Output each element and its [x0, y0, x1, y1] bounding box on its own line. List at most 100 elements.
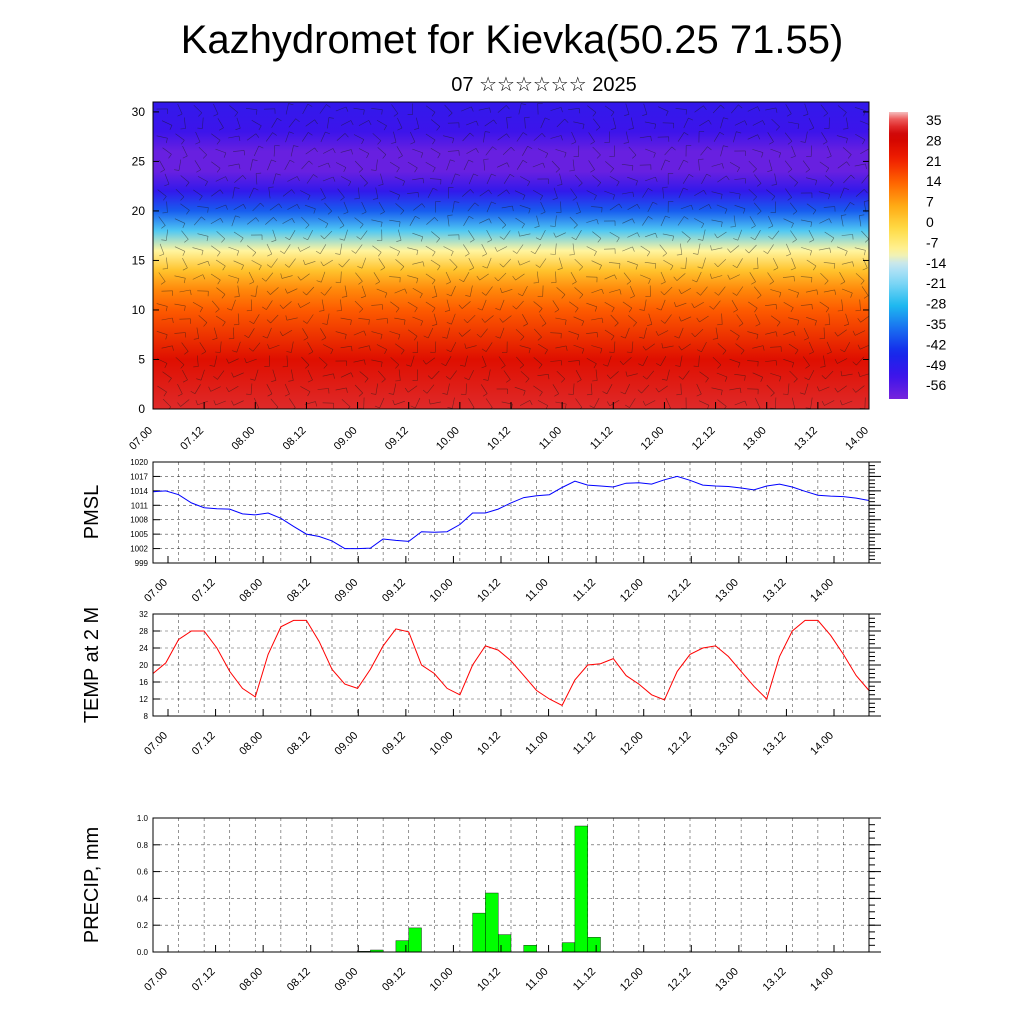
wind-barb [320, 244, 327, 254]
wind-barb-flag [420, 152, 424, 158]
wind-barb-flag [397, 195, 401, 200]
wind-barb [174, 332, 186, 334]
wind-barb-flag [564, 152, 567, 158]
wind-barb [587, 105, 597, 113]
wind-barb-flag [739, 193, 741, 199]
wind-barb-flag [569, 254, 575, 256]
wind-barb [407, 385, 418, 393]
wind-barb-flag [226, 358, 229, 364]
wind-barb [497, 189, 507, 197]
wind-barb-flag [351, 149, 353, 155]
wind-barb [789, 370, 798, 380]
wind-barb-flag [863, 189, 868, 194]
panel3-x-tick-label: 13.12 [761, 966, 789, 994]
wind-barb [197, 355, 199, 367]
panel2-x-tick-label: 11.12 [571, 730, 598, 757]
wind-barb-flag [686, 238, 691, 243]
wind-barb [555, 149, 567, 153]
wind-barb-flag [378, 184, 384, 186]
wind-barb-flag [850, 202, 855, 206]
wind-barb [236, 117, 241, 129]
wind-barb-flag [492, 146, 497, 151]
wind-barb [269, 344, 280, 350]
wind-barb-flag [754, 307, 758, 313]
wind-barb [539, 258, 547, 268]
wind-barb [340, 299, 342, 311]
wind-barb [570, 272, 577, 282]
wind-barb-flag [660, 291, 665, 296]
wind-barb [789, 202, 798, 212]
wind-barb [828, 313, 831, 325]
wind-barb-flag [590, 169, 595, 173]
wind-barb [806, 317, 817, 321]
wind-barb-flag [560, 107, 563, 113]
wind-barb [301, 160, 310, 170]
wind-barb-flag [212, 338, 218, 340]
wind-barb-flag [196, 169, 201, 173]
wind-barb-flag [816, 289, 819, 295]
wind-barb [398, 229, 402, 241]
wind-barb [429, 178, 442, 180]
wind-barb-flag [672, 236, 674, 242]
panel2-x-tick-label: 08.12 [285, 730, 313, 758]
wind-barb-flag [771, 196, 776, 201]
wind-barb [613, 341, 616, 353]
wind-barb [612, 117, 617, 129]
wind-barb-flag [463, 319, 468, 324]
wind-barb-flag [825, 307, 830, 313]
wind-barb-flag [775, 304, 777, 310]
wind-barb [425, 273, 436, 281]
wind-barb [161, 120, 173, 126]
wind-barb-flag [688, 117, 694, 121]
wind-barb [157, 189, 167, 197]
wind-barb-flag [307, 391, 311, 397]
wind-barb [307, 369, 313, 381]
wind-barb [711, 219, 723, 223]
wind-barb [184, 117, 186, 129]
wind-barb-flag [446, 322, 452, 325]
wind-barb [519, 345, 531, 349]
wind-barb [700, 146, 708, 156]
wind-barb [318, 357, 328, 365]
y-tick-label: 32 [139, 610, 148, 619]
y-axis-label: PMSL [81, 485, 103, 539]
wind-barb-flag [267, 253, 272, 257]
wind-barb-flag [545, 153, 549, 159]
wind-barb-flag [190, 390, 196, 394]
wind-barb-flag [523, 390, 526, 396]
wind-barb-flag [840, 349, 845, 353]
wind-barb [735, 343, 745, 351]
wind-barb-flag [368, 120, 372, 126]
wind-barb-flag [471, 106, 474, 112]
wind-barb [556, 287, 566, 295]
wind-barb-flag [573, 224, 578, 229]
wind-barb [339, 243, 343, 255]
wind-barb-flag [757, 106, 761, 112]
wind-barb-flag [529, 400, 533, 405]
wind-barb [711, 191, 723, 195]
wind-barb-flag [291, 218, 295, 223]
wind-barb-flag [575, 308, 579, 313]
wind-barb-flag [578, 360, 580, 366]
y-tick-label: 1005 [130, 530, 148, 539]
wind-barb-flag [616, 181, 620, 187]
wind-barb-flag [808, 351, 814, 355]
wind-barb [861, 286, 869, 296]
wind-barb [783, 218, 794, 224]
wind-barb-flag [375, 281, 380, 285]
wind-barb-flag [792, 239, 797, 243]
wind-barb [823, 206, 835, 208]
wind-barb-flag [489, 107, 491, 113]
panel3-x-tick-label: 10.00 [428, 966, 456, 994]
cross-x-tick-label: 09.00 [332, 425, 360, 453]
wind-barb-flag [701, 223, 705, 229]
wind-barb [217, 118, 224, 128]
wind-barb-flag [538, 308, 543, 313]
wind-barb-flag [619, 289, 622, 295]
wind-barb-flag [805, 169, 810, 173]
wind-barb [194, 384, 201, 394]
wind-barb [514, 386, 526, 392]
wind-barb-flag [315, 401, 318, 407]
wind-barb-flag [773, 267, 779, 271]
